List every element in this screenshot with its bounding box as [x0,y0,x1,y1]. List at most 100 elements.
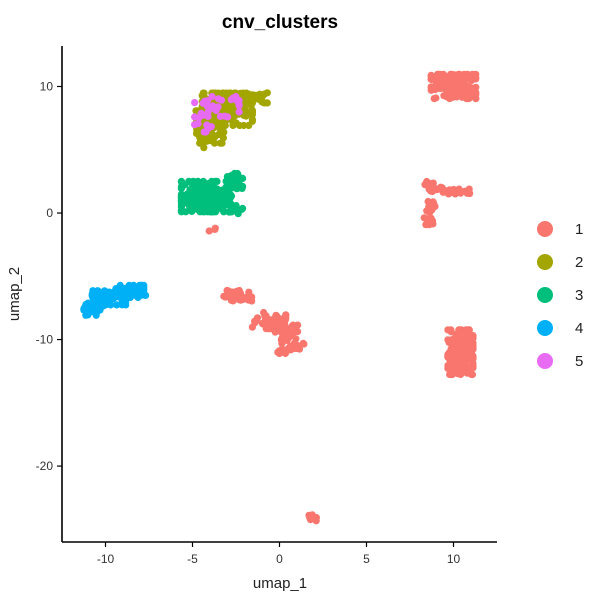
point-cluster-2 [200,144,208,152]
point-cluster-2 [229,121,237,130]
point-cluster-3 [234,171,242,179]
x-tick-label: -5 [187,552,198,566]
points-layer [80,70,480,525]
legend-label-5: 5 [575,353,583,370]
point-cluster-1 [425,221,433,229]
point-cluster-3 [205,202,214,211]
point-cluster-1 [427,75,435,83]
point-cluster-3 [238,205,246,213]
point-cluster-3 [199,180,207,188]
point-cluster-2 [217,119,225,127]
point-cluster-3 [232,207,240,215]
point-cluster-3 [208,177,216,185]
point-cluster-2 [224,101,232,109]
point-cluster-5 [204,112,212,121]
legend-swatch-2 [537,254,553,270]
point-cluster-3 [196,208,204,216]
point-cluster-2 [248,107,256,115]
point-cluster-1 [205,227,213,235]
legend-swatch-5 [537,353,553,369]
point-cluster-1 [444,362,452,370]
point-cluster-1 [430,185,438,193]
chart-title: cnv_clusters [222,12,338,33]
point-cluster-5 [214,103,222,111]
point-cluster-1 [451,369,459,377]
point-cluster-1 [427,204,435,212]
point-cluster-1 [465,331,473,339]
point-cluster-1 [440,92,448,100]
point-cluster-4 [128,282,136,290]
point-cluster-3 [222,189,230,197]
point-cluster-2 [248,115,256,123]
point-cluster-1 [461,75,469,83]
point-cluster-1 [211,224,219,232]
point-cluster-3 [180,198,188,206]
point-cluster-4 [121,299,129,307]
point-cluster-1 [225,287,233,295]
ticks-layer: -10 -5 0 5 10 10 0 -10 -20 [36,79,461,566]
point-cluster-1 [440,79,449,87]
point-cluster-5 [216,112,224,120]
point-cluster-3 [208,187,216,195]
point-cluster-4 [113,301,121,309]
point-cluster-1 [447,326,455,334]
point-cluster-2 [242,112,250,120]
point-cluster-2 [216,139,224,147]
x-tick-label: 0 [276,552,283,566]
y-axis-label: umap_2 [6,267,23,321]
y-tick-label: 0 [46,206,53,220]
point-cluster-1 [293,341,301,349]
point-cluster-2 [240,121,248,130]
point-cluster-4 [87,304,96,312]
point-cluster-1 [449,93,457,101]
point-cluster-1 [442,187,450,195]
point-cluster-3 [235,179,243,187]
y-tick-label: -20 [36,459,54,473]
point-cluster-5 [224,113,232,121]
point-cluster-2 [252,91,260,99]
point-cluster-1 [464,86,473,94]
point-cluster-3 [186,203,194,211]
point-cluster-3 [228,174,236,182]
point-cluster-3 [177,207,185,215]
point-cluster-1 [270,322,278,331]
point-cluster-1 [451,82,459,90]
point-cluster-1 [455,326,463,334]
point-cluster-4 [123,291,131,299]
point-cluster-1 [444,336,452,344]
point-cluster-4 [140,281,148,289]
point-cluster-1 [465,92,474,100]
x-axis-label: umap_1 [253,575,307,592]
x-tick-label: -10 [97,552,115,566]
point-cluster-1 [221,293,229,301]
point-cluster-5 [191,99,199,107]
point-cluster-1 [251,319,259,327]
point-cluster-1 [284,332,292,340]
point-cluster-1 [423,177,431,186]
point-cluster-1 [448,70,456,78]
point-cluster-1 [457,342,465,350]
point-cluster-2 [209,116,217,124]
point-cluster-3 [218,205,226,213]
legend-swatch-1 [537,221,553,237]
point-cluster-3 [177,178,185,186]
point-cluster-1 [261,313,269,321]
point-cluster-4 [89,297,97,305]
point-cluster-1 [271,328,279,336]
legend-label-3: 3 [575,287,583,304]
point-cluster-4 [81,302,90,310]
point-cluster-5 [235,108,243,116]
point-cluster-1 [464,354,472,362]
point-cluster-1 [300,340,308,348]
point-cluster-1 [464,338,472,346]
point-cluster-2 [259,99,267,107]
legend-label-4: 4 [575,320,583,337]
point-cluster-5 [235,102,243,110]
point-cluster-4 [138,291,146,299]
point-cluster-3 [208,192,216,200]
legend: 1 2 3 4 5 [537,221,583,370]
point-cluster-1 [291,325,300,333]
point-cluster-1 [458,87,466,95]
